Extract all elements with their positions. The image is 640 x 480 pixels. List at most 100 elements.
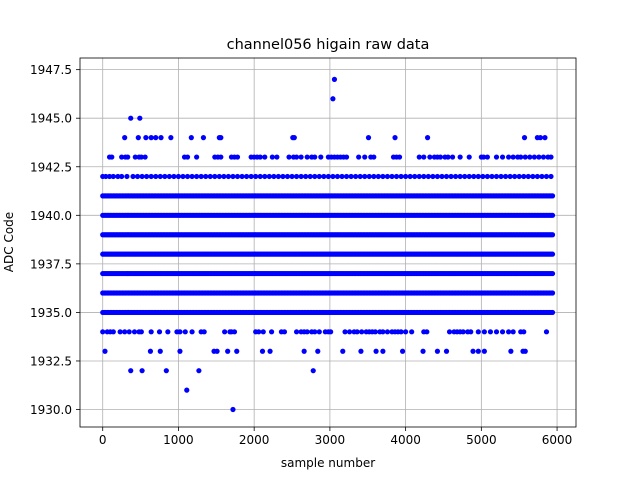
- data-point: [549, 232, 556, 238]
- data-point: [427, 154, 433, 160]
- data-point: [330, 173, 336, 180]
- data-points: [100, 76, 556, 413]
- data-point: [200, 135, 207, 141]
- data-point: [466, 173, 472, 180]
- data-point: [304, 154, 310, 160]
- data-point: [531, 154, 537, 160]
- data-point: [175, 173, 182, 180]
- data-point: [130, 173, 136, 180]
- data-point: [392, 135, 398, 141]
- data-point: [375, 173, 381, 180]
- data-point: [243, 173, 250, 180]
- data-point: [163, 368, 169, 374]
- data-point: [549, 309, 556, 316]
- data-point: [269, 154, 275, 160]
- data-point: [180, 173, 186, 180]
- data-point: [298, 173, 304, 180]
- y-tick-label: 1942.5: [30, 160, 72, 174]
- data-point: [499, 329, 506, 335]
- data-point: [403, 173, 409, 180]
- data-point: [460, 329, 466, 335]
- data-point: [475, 329, 481, 335]
- y-axis-ticks: 1930.0 1932.5 1935.0 1937.5 1940.0 1942.5 1945…: [30, 63, 80, 417]
- data-point: [110, 173, 116, 180]
- data-point: [316, 173, 322, 180]
- data-point: [512, 173, 518, 180]
- data-point: [262, 173, 268, 180]
- data-point: [207, 173, 213, 180]
- data-point: [407, 173, 413, 180]
- x-tick-label: 3000: [315, 433, 346, 447]
- data-point: [359, 329, 365, 335]
- x-tick-label: 0: [99, 433, 107, 447]
- data-point: [196, 368, 202, 374]
- data-point: [445, 154, 451, 160]
- data-point: [177, 329, 183, 335]
- data-point: [393, 173, 400, 180]
- data-point: [310, 368, 316, 374]
- x-axis-ticks: 0 1000 2000 3000 4000 5000 6000: [99, 427, 572, 447]
- data-point: [143, 135, 149, 141]
- data-point: [281, 329, 288, 335]
- data-point: [506, 154, 512, 160]
- data-point: [522, 348, 528, 354]
- data-point: [301, 348, 307, 354]
- data-point: [142, 154, 148, 160]
- data-point: [489, 173, 495, 180]
- data-point: [398, 173, 404, 180]
- plot-frame: [79, 57, 577, 428]
- data-point: [128, 115, 134, 121]
- data-point: [110, 329, 116, 335]
- data-point: [216, 173, 222, 180]
- data-point: [421, 154, 427, 160]
- data-point: [481, 329, 487, 335]
- y-tick-label: 1935.0: [30, 306, 72, 320]
- x-tick-label: 6000: [542, 433, 573, 447]
- data-point: [312, 154, 318, 160]
- data-point: [365, 135, 372, 141]
- data-point: [157, 348, 163, 354]
- data-point: [416, 154, 422, 160]
- y-tick-label: 1945.0: [30, 112, 72, 126]
- data-point: [449, 154, 456, 160]
- data-point: [384, 329, 391, 335]
- data-point: [525, 173, 531, 180]
- data-point: [257, 154, 263, 160]
- data-point: [262, 154, 268, 160]
- data-point: [230, 406, 236, 413]
- data-point: [506, 329, 512, 335]
- data-point: [421, 173, 427, 180]
- data-point: [234, 154, 241, 160]
- data-point: [380, 173, 386, 180]
- data-point: [122, 329, 128, 335]
- data-point: [396, 154, 403, 160]
- data-point: [221, 173, 227, 180]
- data-point: [184, 173, 191, 180]
- data-point: [502, 173, 509, 180]
- data-point: [144, 173, 150, 180]
- data-point: [424, 135, 431, 141]
- data-point: [315, 348, 321, 354]
- data-point: [289, 173, 295, 180]
- data-point: [194, 173, 200, 180]
- data-point: [548, 154, 554, 160]
- data-point: [303, 173, 309, 180]
- data-point: [257, 173, 263, 180]
- data-point: [362, 173, 368, 180]
- data-point: [218, 135, 224, 141]
- data-point: [126, 329, 132, 335]
- data-point: [487, 329, 494, 335]
- x-axis-label: sample number: [281, 456, 375, 470]
- data-point: [399, 348, 406, 354]
- data-point: [328, 329, 334, 335]
- data-point: [471, 173, 477, 180]
- data-point: [516, 173, 522, 180]
- data-point: [389, 173, 395, 180]
- y-tick-label: 1937.5: [30, 257, 72, 271]
- data-point: [248, 173, 254, 180]
- data-point: [307, 173, 313, 180]
- data-point: [298, 154, 304, 160]
- data-point: [446, 329, 453, 335]
- data-point: [462, 173, 468, 180]
